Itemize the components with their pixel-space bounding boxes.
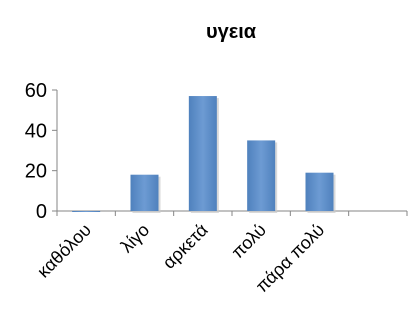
bar	[130, 174, 159, 211]
x-tick-label: λίγο	[117, 220, 154, 257]
x-tick-label: αρκετά	[159, 220, 212, 273]
x-tick-label: καθόλου	[33, 220, 95, 282]
y-tick-label: 0	[36, 201, 47, 223]
bar	[72, 211, 101, 212]
y-tick-label: 40	[25, 120, 47, 142]
bar	[188, 96, 217, 211]
y-tick-label: 20	[25, 161, 47, 183]
chart-title: υγεια	[206, 21, 257, 43]
bar	[305, 172, 334, 211]
bar	[247, 140, 276, 211]
x-tick-label: πολύ	[227, 220, 270, 263]
y-tick-label: 60	[25, 80, 47, 102]
